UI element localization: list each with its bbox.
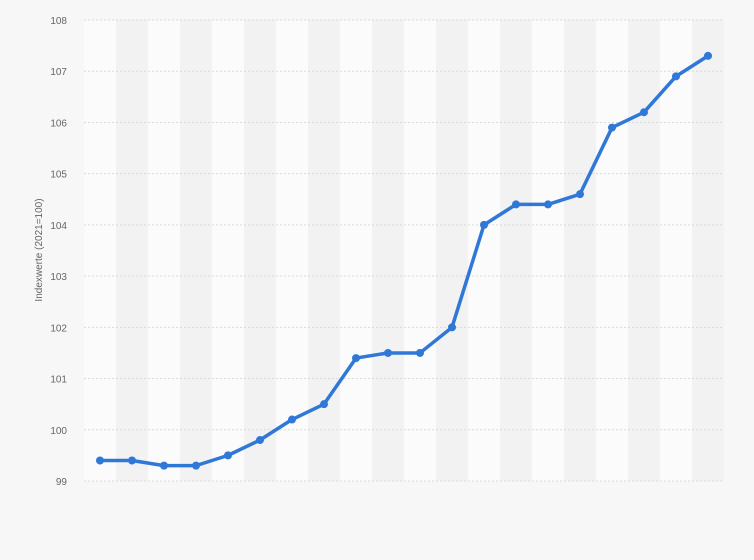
y-axis-ticks: 99 100 101 102 103 104 105 106 107 108 (50, 16, 67, 488)
column-band (500, 20, 532, 481)
y-tick-label: 104 (50, 221, 67, 232)
data-point[interactable] (128, 456, 136, 465)
data-point[interactable] (640, 108, 648, 117)
data-point[interactable] (320, 400, 328, 409)
y-tick-label: 107 (50, 67, 67, 78)
data-point[interactable] (352, 354, 360, 363)
y-tick-label: 105 (50, 170, 67, 181)
y-tick-label: 100 (50, 426, 67, 437)
y-tick-label: 102 (50, 323, 67, 334)
y-tick-label: 106 (50, 118, 67, 129)
data-point[interactable] (480, 220, 488, 229)
column-band (596, 20, 628, 481)
column-band (660, 20, 692, 481)
column-band (244, 20, 276, 481)
y-tick-label: 99 (56, 477, 68, 488)
data-point[interactable] (160, 461, 168, 470)
column-band (436, 20, 468, 481)
column-band (564, 20, 596, 481)
column-band (692, 20, 724, 481)
column-band (308, 20, 340, 481)
column-band (340, 20, 372, 481)
data-point[interactable] (224, 451, 232, 460)
data-point[interactable] (704, 51, 712, 60)
y-tick-label: 101 (50, 375, 67, 386)
y-tick-label: 103 (50, 272, 67, 283)
y-axis-title: Indexwerte (2021=100) (34, 198, 45, 301)
column-band (532, 20, 564, 481)
column-band (148, 20, 180, 481)
data-point[interactable] (544, 200, 552, 209)
y-tick-label: 108 (50, 16, 67, 27)
data-point[interactable] (256, 436, 264, 445)
data-point[interactable] (416, 348, 424, 357)
column-band (116, 20, 148, 481)
column-band (84, 20, 116, 481)
data-point[interactable] (448, 323, 456, 332)
data-point[interactable] (288, 415, 296, 424)
data-point[interactable] (384, 348, 392, 357)
data-point[interactable] (576, 190, 584, 199)
column-band (212, 20, 244, 481)
data-point[interactable] (512, 200, 520, 209)
column-band (180, 20, 212, 481)
column-band (468, 20, 500, 481)
column-band (404, 20, 436, 481)
data-point[interactable] (608, 123, 616, 132)
data-point[interactable] (96, 456, 104, 465)
data-point[interactable] (192, 461, 200, 470)
column-band (372, 20, 404, 481)
column-band (628, 20, 660, 481)
gridlines (84, 19, 724, 482)
data-point[interactable] (672, 72, 680, 81)
series-group (96, 51, 712, 470)
column-band (276, 20, 308, 481)
series-line (98, 54, 710, 468)
column-bands (84, 20, 724, 481)
